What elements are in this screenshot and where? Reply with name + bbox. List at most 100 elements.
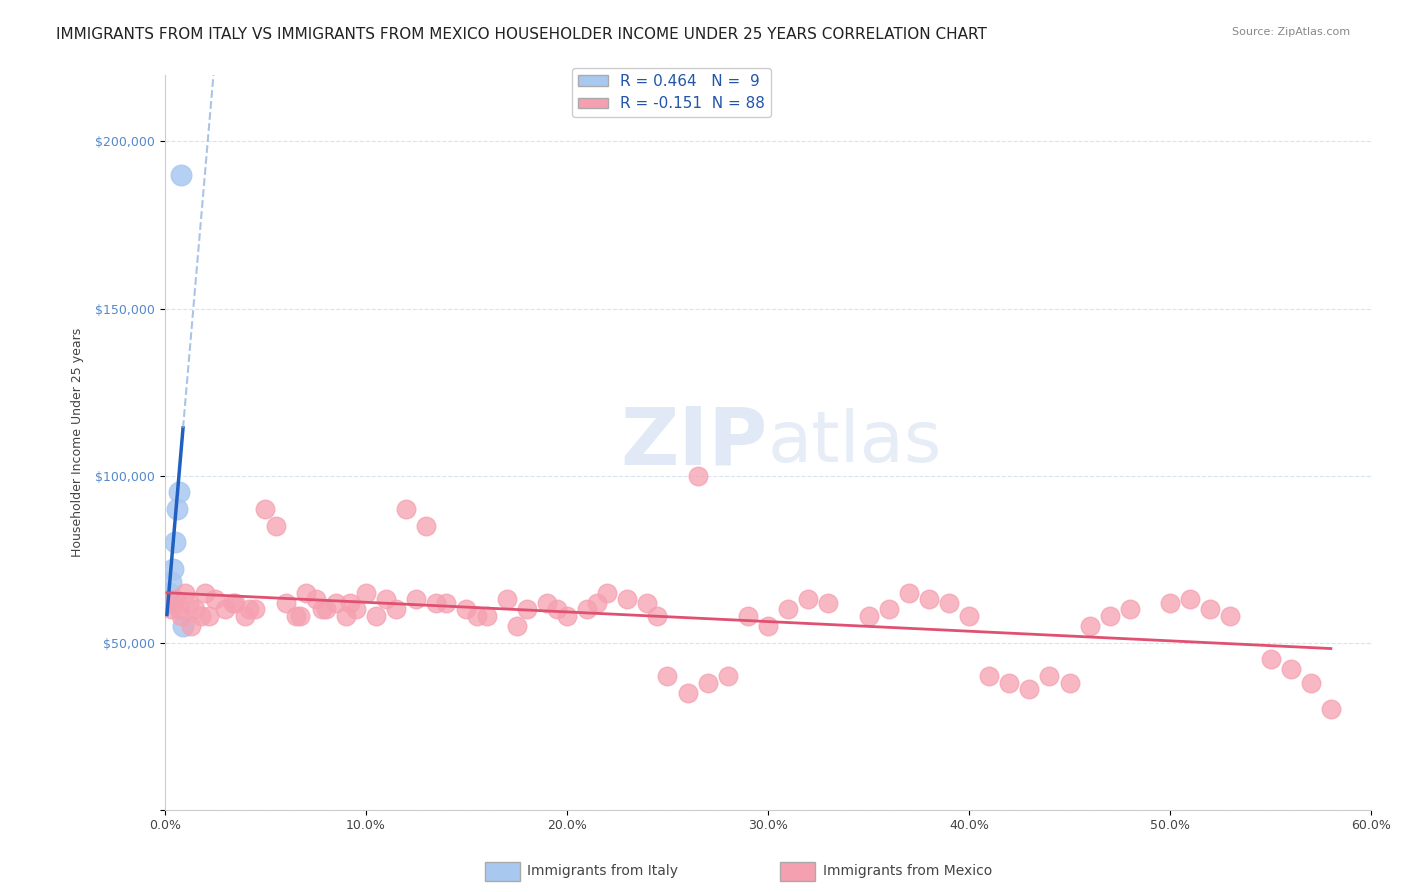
Text: IMMIGRANTS FROM ITALY VS IMMIGRANTS FROM MEXICO HOUSEHOLDER INCOME UNDER 25 YEAR: IMMIGRANTS FROM ITALY VS IMMIGRANTS FROM…: [56, 27, 987, 42]
Point: [456, 602, 478, 616]
Point: [696, 675, 718, 690]
Point: [156, 595, 179, 609]
Legend: R = 0.464   N =  9, R = -0.151  N = 88: R = 0.464 N = 9, R = -0.151 N = 88: [572, 68, 772, 118]
Point: [288, 608, 311, 623]
Point: [325, 595, 347, 609]
Point: [425, 595, 447, 609]
Point: [957, 608, 980, 623]
Point: [647, 608, 669, 623]
Point: [506, 619, 529, 633]
Point: [1299, 675, 1322, 690]
Point: [204, 592, 226, 607]
Point: [877, 602, 900, 616]
Point: [756, 619, 779, 633]
Point: [737, 608, 759, 623]
Point: [167, 602, 190, 616]
Point: [434, 595, 457, 609]
Point: [858, 608, 880, 623]
Point: [375, 592, 398, 607]
Point: [354, 585, 377, 599]
Point: [998, 675, 1021, 690]
Point: [160, 602, 183, 616]
Point: [156, 595, 179, 609]
Point: [163, 592, 186, 607]
Point: [395, 502, 418, 516]
Text: atlas: atlas: [768, 408, 942, 476]
Point: [576, 602, 599, 616]
Point: [1199, 602, 1222, 616]
Point: [686, 468, 709, 483]
Point: [1260, 652, 1282, 666]
Point: [555, 608, 578, 623]
Point: [1078, 619, 1101, 633]
Point: [717, 669, 740, 683]
Point: [170, 168, 193, 182]
Point: [311, 602, 333, 616]
Point: [222, 595, 245, 609]
Text: Source: ZipAtlas.com: Source: ZipAtlas.com: [1232, 27, 1350, 37]
Point: [157, 585, 180, 599]
Point: [1038, 669, 1060, 683]
Point: [274, 595, 297, 609]
Text: ZIP: ZIP: [621, 403, 768, 481]
Point: [536, 595, 558, 609]
Point: [1018, 682, 1040, 697]
Point: [817, 595, 839, 609]
Point: [162, 562, 184, 576]
Point: [198, 608, 221, 623]
Point: [616, 592, 638, 607]
Point: [184, 602, 207, 616]
Point: [190, 608, 212, 623]
Point: [214, 602, 236, 616]
Point: [636, 595, 658, 609]
Point: [305, 592, 328, 607]
Point: [676, 686, 699, 700]
Point: [172, 619, 194, 633]
Point: [174, 585, 197, 599]
Point: [657, 669, 679, 683]
Point: [516, 602, 538, 616]
Point: [166, 502, 188, 516]
Point: [163, 535, 186, 549]
Point: [167, 485, 190, 500]
Point: [1279, 662, 1302, 676]
Point: [180, 619, 202, 633]
Point: [170, 608, 193, 623]
Point: [177, 595, 200, 609]
Point: [979, 669, 1001, 683]
Point: [284, 608, 307, 623]
Point: [1098, 608, 1121, 623]
Y-axis label: Householder Income Under 25 years: Householder Income Under 25 years: [72, 327, 84, 557]
Point: [1119, 602, 1142, 616]
Point: [194, 585, 217, 599]
Point: [335, 608, 357, 623]
Point: [1178, 592, 1201, 607]
Point: [918, 592, 941, 607]
Point: [339, 595, 361, 609]
Text: Immigrants from Mexico: Immigrants from Mexico: [823, 864, 991, 879]
Point: [1219, 608, 1241, 623]
Point: [245, 602, 267, 616]
Point: [1159, 595, 1181, 609]
Point: [315, 602, 337, 616]
Point: [938, 595, 960, 609]
Point: [465, 608, 488, 623]
Point: [344, 602, 367, 616]
Point: [1059, 675, 1081, 690]
Point: [797, 592, 820, 607]
Point: [586, 595, 609, 609]
Point: [254, 502, 277, 516]
Point: [235, 608, 257, 623]
Point: [364, 608, 387, 623]
Point: [778, 602, 800, 616]
Point: [475, 608, 498, 623]
Point: [415, 518, 437, 533]
Point: [224, 595, 246, 609]
Point: [264, 518, 287, 533]
Point: [897, 585, 920, 599]
Point: [238, 602, 260, 616]
Point: [385, 602, 408, 616]
Point: [546, 602, 568, 616]
Point: [596, 585, 619, 599]
Point: [495, 592, 517, 607]
